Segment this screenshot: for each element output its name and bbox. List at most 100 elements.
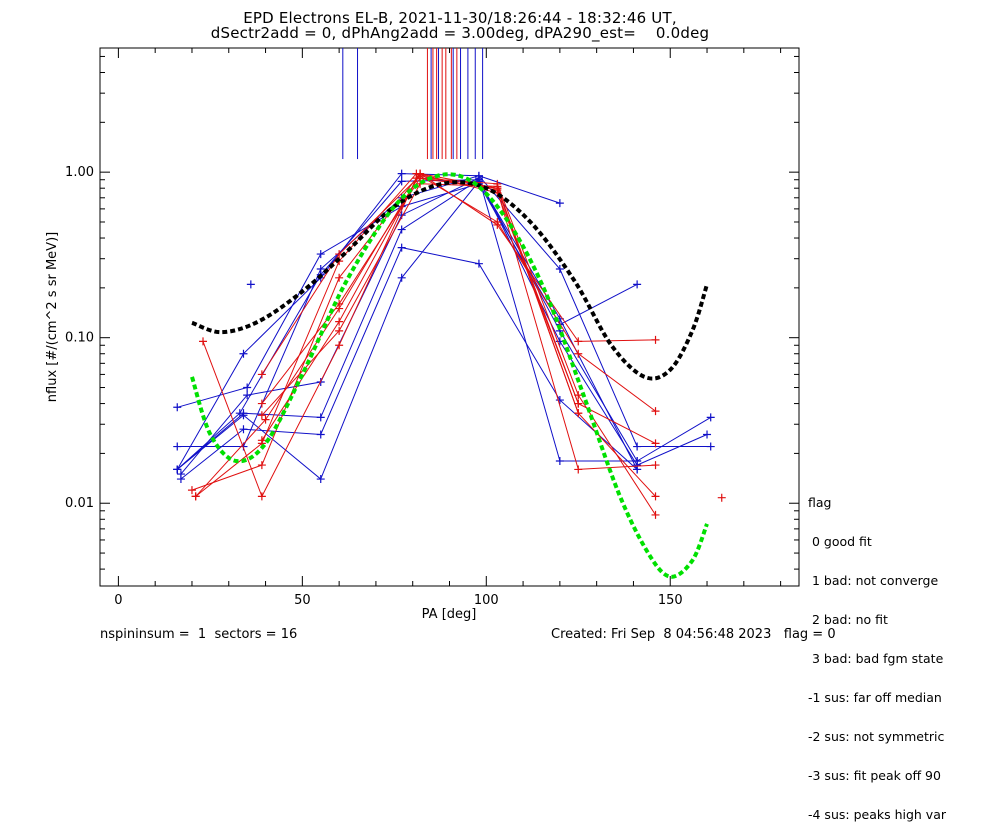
sweep-red-line — [261, 177, 656, 516]
x-tick-label: 150 — [658, 593, 683, 608]
legend-item: 0 good fit — [808, 534, 872, 549]
y-tick-label: 0.10 — [65, 331, 94, 346]
sweep-blue-point — [706, 413, 715, 422]
sweep-blue-point — [633, 461, 642, 470]
sweep-blue-point — [555, 456, 564, 465]
sweep-red-line — [261, 175, 656, 470]
sweep-red-point — [257, 461, 266, 470]
sweep-blue-point — [173, 465, 182, 474]
sweep-red-point — [574, 409, 583, 418]
sweep-blue-point — [474, 259, 483, 268]
sweep-red-point — [257, 436, 266, 445]
sweep-red-point — [574, 337, 583, 346]
sweep-blue-point — [397, 273, 406, 282]
sweep-blue-point — [316, 430, 325, 439]
sweep-blue-point — [173, 403, 182, 412]
sweep-red-point — [257, 411, 266, 420]
y-axis-label: nflux [#/(cm^2 s sr MeV)] — [45, 232, 60, 402]
sweep-blue-line — [180, 247, 638, 480]
footer-sectors-info: nspininsum = 1 sectors = 16 — [100, 627, 298, 642]
plot-area: 0 50 100 150 0.01 0.10 1.00 PA [deg] nflux [#… — [45, 47, 800, 622]
sweep-blue-point — [703, 430, 712, 439]
sweep-blue-point — [239, 425, 248, 434]
sweep-red-point — [187, 486, 196, 495]
chart-subtitle: dSectr2add = 0, dPhAng2add = 3.00deg, dP… — [210, 24, 710, 42]
top-marker-lines — [342, 48, 484, 160]
sweep-blue-point — [316, 250, 325, 259]
sweep-red-line — [202, 177, 656, 498]
legend-item: -3 sus: fit peak off 90 — [808, 768, 941, 783]
fit-curve-black — [191, 180, 709, 381]
y-tick-label: 0.01 — [65, 496, 94, 511]
sweep-red-point — [493, 220, 502, 229]
sweep-blue-point — [633, 280, 642, 289]
sweep-blue-point — [633, 442, 642, 451]
sweep-blue-point — [706, 442, 715, 451]
y-axis-ticks: 0.01 0.10 1.00 — [65, 55, 799, 570]
sweep-red-point — [257, 399, 266, 408]
sweep-blue-point — [397, 169, 406, 178]
sweep-red-line — [195, 172, 656, 497]
sweep-red-point — [574, 465, 583, 474]
sweep-blue-point — [397, 225, 406, 234]
sweep-red-line — [195, 173, 656, 497]
x-tick-label: 100 — [474, 593, 499, 608]
sweep-red-point — [651, 407, 660, 416]
x-axis-ticks: 0 50 100 150 — [114, 48, 782, 608]
sweep-red-point — [335, 273, 344, 282]
sweep-red-point — [261, 415, 270, 424]
legend-item: -4 sus: peaks high var — [808, 807, 947, 822]
sweep-red-point — [651, 461, 660, 470]
flag-legend: flag 0 good fit 1 bad: not converge 2 ba… — [808, 470, 946, 834]
sweep-red-point — [416, 169, 425, 178]
sweep-blue-point — [235, 409, 244, 418]
sweep-red-point — [335, 341, 344, 350]
sweep-blue-line — [176, 179, 708, 470]
sweep-blue-point — [173, 442, 182, 451]
sweep-blue-point — [316, 413, 325, 422]
sweep-red-point — [574, 349, 583, 358]
sweep-blue-line — [177, 175, 711, 447]
fit-curve-green — [190, 172, 709, 579]
legend-item: -1 sus: far off median — [808, 690, 942, 705]
footer-created-info: Created: Fri Sep 8 04:56:48 2023 flag = … — [551, 627, 836, 642]
sweep-red-point — [651, 335, 660, 344]
sweep-blue-point — [239, 349, 248, 358]
sweep-red-point — [651, 510, 660, 519]
sweep-red-point — [651, 492, 660, 501]
sweep-blue-point — [176, 470, 185, 479]
sweep-red-point — [257, 370, 266, 379]
sweep-blue-point — [243, 383, 252, 392]
sweep-blue-point — [316, 475, 325, 484]
sweep-red-point — [257, 492, 266, 501]
fit-curves — [190, 172, 709, 579]
sweep-red-point — [335, 326, 344, 335]
sweep-red-point — [191, 492, 200, 501]
x-tick-label: 50 — [294, 593, 311, 608]
legend-item: 1 bad: not converge — [808, 573, 939, 588]
legend-item: 2 bad: no fit — [808, 612, 888, 627]
sweep-blue-line — [176, 173, 561, 470]
plot-frame — [99, 47, 800, 587]
sweep-blue-point — [555, 264, 564, 273]
sweep-blue-point — [555, 199, 564, 208]
sweep-red-point — [651, 439, 660, 448]
y-tick-label: 1.00 — [65, 165, 94, 180]
x-tick-label: 0 — [114, 593, 122, 608]
sweep-red-point — [493, 184, 502, 193]
legend-item: -2 sus: not symmetric — [808, 729, 945, 744]
sweep-red-point — [335, 317, 344, 326]
sweep-blue-line — [176, 178, 711, 470]
extra-point — [246, 280, 255, 289]
sweep-red-point — [199, 337, 208, 346]
data-series — [173, 169, 726, 519]
legend-heading: flag — [808, 495, 832, 510]
sweep-red-point — [574, 399, 583, 408]
sweep-blue-point — [555, 396, 564, 405]
legend-item: 3 bad: bad fgm state — [808, 651, 944, 666]
chart-title: EPD Electrons EL-B, 2021-11-30/18:26:44 … — [243, 9, 677, 27]
sweep-blue-point — [397, 243, 406, 252]
x-axis-label: PA [deg] — [422, 607, 477, 622]
sweep-blue-line — [177, 183, 638, 408]
extra-point — [717, 493, 726, 502]
